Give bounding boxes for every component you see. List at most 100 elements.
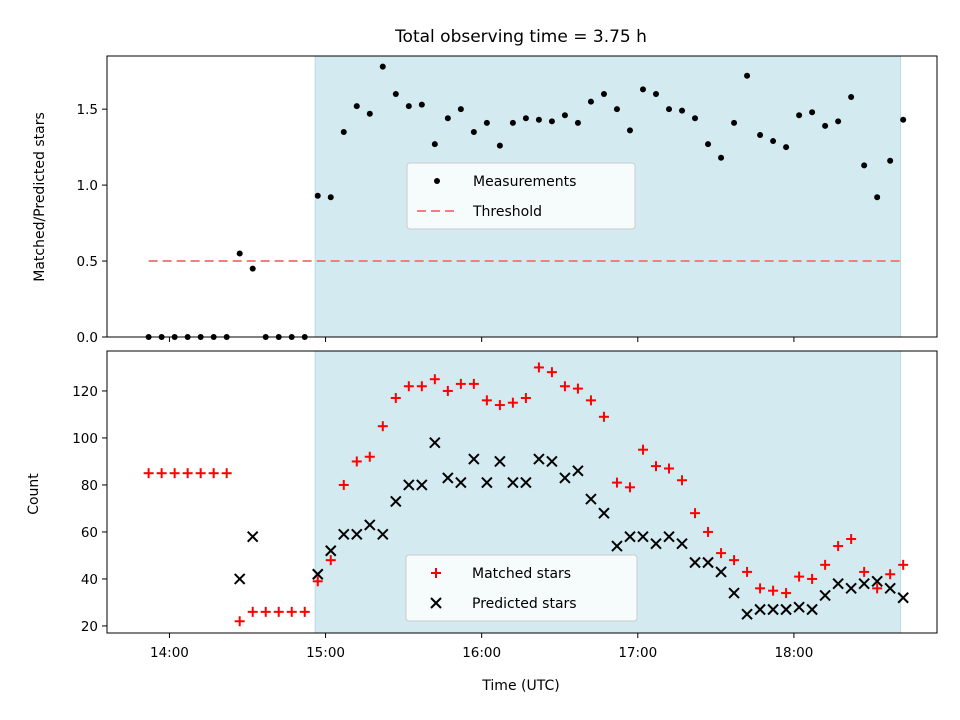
predicted-star-point <box>429 436 441 449</box>
matched-star-point <box>846 534 857 544</box>
matched-star-point <box>520 393 531 403</box>
measurement-point <box>613 106 620 113</box>
matched-star-point <box>664 463 675 474</box>
matched-star-point <box>755 583 766 594</box>
y-tick-label: 80 <box>81 478 98 494</box>
measurement-point <box>692 115 699 122</box>
measurement-point <box>535 116 542 123</box>
measurement-point <box>314 192 321 199</box>
matched-star-point <box>494 400 505 411</box>
x-axis-label: Time (UTC) <box>481 678 559 694</box>
predicted-star-point <box>611 540 623 552</box>
matched-star-point <box>299 606 310 617</box>
y-tick-label: 1.0 <box>77 178 98 194</box>
predicted-star-stroke <box>754 603 766 616</box>
measurement-point <box>236 250 243 257</box>
measurement-point <box>718 154 725 161</box>
y-tick-label: 60 <box>81 525 98 541</box>
x-tick-label: 15:00 <box>306 645 345 661</box>
predicted-star-point <box>689 556 701 569</box>
matched-star-point <box>729 555 740 566</box>
bottom-panel: 20 40 60 80 100 120 14:00 15:00 16:00 17:00 18:00 M… <box>72 350 938 661</box>
measurement-point <box>600 90 607 97</box>
predicted-star-stroke <box>416 479 428 491</box>
predicted-star-point <box>676 537 688 550</box>
measurement-point <box>496 142 503 149</box>
matched-star-point <box>416 381 427 392</box>
matched-star-point <box>690 508 701 519</box>
predicted-star-stroke <box>611 540 623 552</box>
measurement-point <box>418 101 425 108</box>
predicted-star-point <box>754 603 766 616</box>
matched-star-point <box>208 468 219 479</box>
measurement-point <box>796 112 803 119</box>
legend-box <box>406 162 636 230</box>
predicted-star-stroke <box>351 528 363 541</box>
predicted-star-point <box>481 476 493 489</box>
predicted-star-point <box>650 537 662 550</box>
predicted-star-stroke <box>832 577 844 590</box>
measurement-point <box>405 103 412 110</box>
predicted-star-stroke <box>728 587 740 599</box>
predicted-star-point <box>663 530 675 543</box>
predicted-star-stroke <box>585 493 597 505</box>
predicted-star-stroke <box>429 436 441 449</box>
legend: Measurements Threshold <box>406 162 636 230</box>
predicted-star-stroke <box>793 601 805 613</box>
predicted-star-point <box>871 575 883 588</box>
matched-star-point <box>598 411 609 422</box>
legend-marker-measurements <box>434 178 440 184</box>
predicted-star-point <box>312 568 324 580</box>
predicted-star-point <box>246 530 259 543</box>
predicted-star-point <box>858 577 870 590</box>
predicted-star-stroke <box>572 465 584 477</box>
matched-star-point <box>781 588 792 599</box>
predicted-star-point <box>416 479 428 491</box>
predicted-star-point <box>741 608 753 620</box>
predicted-star-point <box>806 603 818 616</box>
matched-star-point <box>859 566 870 577</box>
matched-star-point <box>286 606 297 617</box>
predicted-star-stroke <box>780 603 792 616</box>
matched-star-point <box>742 566 753 577</box>
matched-star-point <box>390 393 401 403</box>
predicted-star-stroke <box>390 495 402 508</box>
predicted-star-point <box>884 582 896 595</box>
predicted-star-point <box>845 582 857 595</box>
predicted-star-stroke <box>845 582 857 595</box>
matched-star-point <box>234 616 245 627</box>
predicted-star-stroke <box>233 573 246 585</box>
predicted-star-point <box>233 573 246 585</box>
measurement-point <box>587 98 594 105</box>
measurement-point <box>652 90 659 97</box>
measurement-point <box>392 90 399 97</box>
measurement-point <box>470 128 477 135</box>
predicted-star-point <box>364 519 376 531</box>
predicted-star-stroke <box>312 568 324 580</box>
predicted-star-stroke <box>364 519 376 531</box>
matched-star-point <box>898 559 909 570</box>
predicted-star-point <box>520 476 532 489</box>
matched-star-point <box>885 569 896 580</box>
matched-star-point <box>559 381 570 392</box>
predicted-star-stroke <box>767 603 779 616</box>
matched-star-point <box>260 606 271 617</box>
predicted-star-stroke <box>637 530 649 543</box>
legend-entry-label: Measurements <box>473 174 576 190</box>
matched-star-point <box>143 468 154 479</box>
matched-star-point <box>546 367 557 378</box>
matched-star-point <box>768 585 779 596</box>
measurement-point <box>444 115 451 122</box>
predicted-star-stroke <box>858 577 870 590</box>
y-tick-label: 20 <box>81 619 98 635</box>
top-panel: 0.0 0.5 1.0 1.5 Measurements Threshold <box>77 55 938 346</box>
predicted-star-point <box>728 587 740 599</box>
legend-box <box>405 554 638 622</box>
predicted-star-point <box>819 589 831 602</box>
x-tick-label: 18:00 <box>774 645 813 661</box>
matched-star-point <box>312 576 323 587</box>
predicted-star-stroke <box>442 472 454 484</box>
x-tick-label: 17:00 <box>618 645 657 661</box>
measurement-point <box>639 86 646 93</box>
